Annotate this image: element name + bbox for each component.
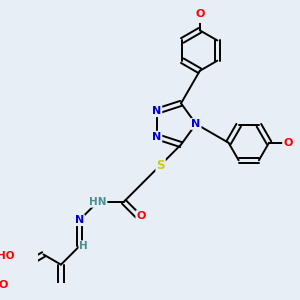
Text: O: O	[136, 211, 146, 221]
Text: N: N	[75, 215, 84, 225]
Text: HN: HN	[89, 197, 106, 207]
Text: O: O	[0, 280, 8, 290]
Text: N: N	[191, 119, 201, 129]
Text: H: H	[80, 241, 88, 251]
Text: N: N	[152, 106, 161, 116]
Text: O: O	[283, 138, 292, 148]
Text: N: N	[152, 132, 161, 142]
Text: S: S	[156, 158, 165, 172]
Text: O: O	[195, 9, 205, 20]
Text: HO: HO	[0, 251, 14, 261]
